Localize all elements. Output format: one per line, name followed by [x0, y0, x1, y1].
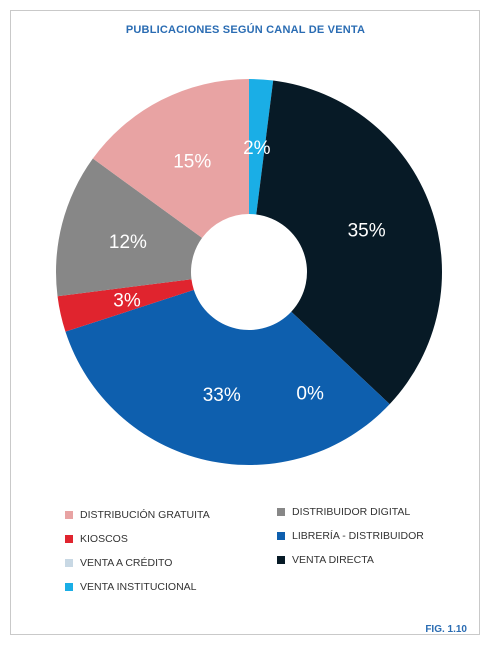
slice-label-4: 3%	[113, 290, 141, 311]
donut-slice-6	[92, 79, 250, 238]
legend-label-6: VENTA INSTITUCIONAL	[80, 581, 197, 593]
slice-label-0: 2%	[243, 138, 271, 159]
legend-label-4: VENTA A CRÉDITO	[80, 557, 173, 569]
figure-label: FIG. 1.10	[425, 624, 467, 635]
donut-slice-3	[65, 289, 390, 466]
legend-swatch-0	[65, 511, 73, 519]
legend-item-3: LIBRERÍA - DISTRIBUIDOR	[277, 530, 424, 542]
legend-label-5: VENTA DIRECTA	[292, 554, 374, 566]
slice-label-3: 33%	[203, 385, 241, 406]
slice-label-5: 12%	[109, 232, 147, 253]
legend-swatch-4	[65, 559, 73, 567]
legend-swatch-5	[277, 556, 285, 564]
legend-swatch-6	[65, 583, 73, 591]
slice-label-6: 15%	[173, 152, 211, 173]
legend-label-2: KIOSCOS	[80, 533, 128, 545]
legend-item-2: KIOSCOS	[65, 533, 128, 545]
legend-item-1: DISTRIBUIDOR DIGITAL	[277, 506, 410, 518]
donut-slice-5	[56, 158, 203, 297]
legend-label-3: LIBRERÍA - DISTRIBUIDOR	[292, 530, 424, 542]
chart-title: PUBLICACIONES SEGÚN CANAL DE VENTA	[125, 24, 366, 36]
legend-item-0: DISTRIBUCIÓN GRATUITA	[65, 509, 210, 521]
donut-slice-0	[249, 79, 274, 215]
legend-swatch-2	[65, 535, 73, 543]
legend-swatch-1	[277, 508, 285, 516]
legend-item-5: VENTA DIRECTA	[277, 554, 374, 566]
slice-label-1: 35%	[348, 221, 386, 242]
legend-item-4: VENTA A CRÉDITO	[65, 557, 172, 569]
legend-item-6: VENTA INSTITUCIONAL	[65, 581, 197, 593]
legend-label-1: DISTRIBUIDOR DIGITAL	[292, 506, 411, 518]
donut-slice-4	[57, 279, 194, 332]
slice-label-2: 0%	[296, 384, 324, 405]
donut-slice-1	[256, 80, 442, 405]
legend-swatch-3	[277, 532, 285, 540]
legend-label-0: DISTRIBUCIÓN GRATUITA	[80, 509, 210, 521]
